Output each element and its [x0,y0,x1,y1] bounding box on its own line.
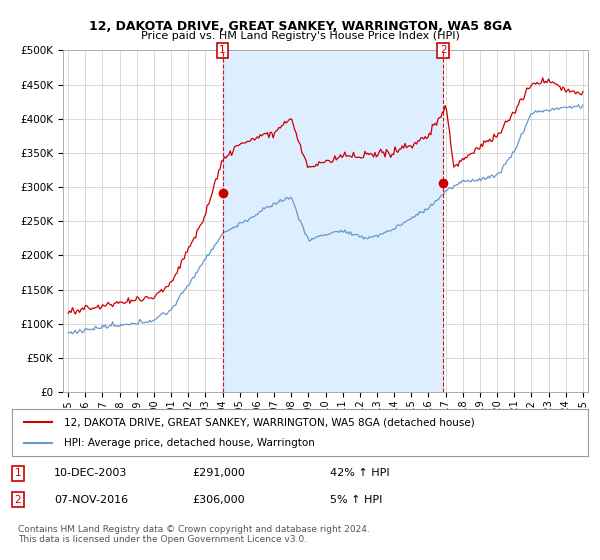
Text: 12, DAKOTA DRIVE, GREAT SANKEY, WARRINGTON, WA5 8GA (detached house): 12, DAKOTA DRIVE, GREAT SANKEY, WARRINGT… [64,417,475,427]
Text: 12, DAKOTA DRIVE, GREAT SANKEY, WARRINGTON, WA5 8GA: 12, DAKOTA DRIVE, GREAT SANKEY, WARRINGT… [89,20,511,32]
Text: 5% ↑ HPI: 5% ↑ HPI [330,494,382,505]
Text: 2: 2 [440,45,446,55]
Text: 1: 1 [219,45,226,55]
Text: 1: 1 [14,468,22,478]
Text: 42% ↑ HPI: 42% ↑ HPI [330,468,389,478]
Text: 10-DEC-2003: 10-DEC-2003 [54,468,127,478]
Bar [223,50,443,392]
Text: Contains HM Land Registry data © Crown copyright and database right 2024.
This d: Contains HM Land Registry data © Crown c… [18,525,370,544]
Text: 07-NOV-2016: 07-NOV-2016 [54,494,128,505]
Text: HPI: Average price, detached house, Warrington: HPI: Average price, detached house, Warr… [64,438,315,448]
Text: 2: 2 [14,494,22,505]
Text: Price paid vs. HM Land Registry's House Price Index (HPI): Price paid vs. HM Land Registry's House … [140,31,460,41]
Text: £291,000: £291,000 [192,468,245,478]
Text: £306,000: £306,000 [192,494,245,505]
